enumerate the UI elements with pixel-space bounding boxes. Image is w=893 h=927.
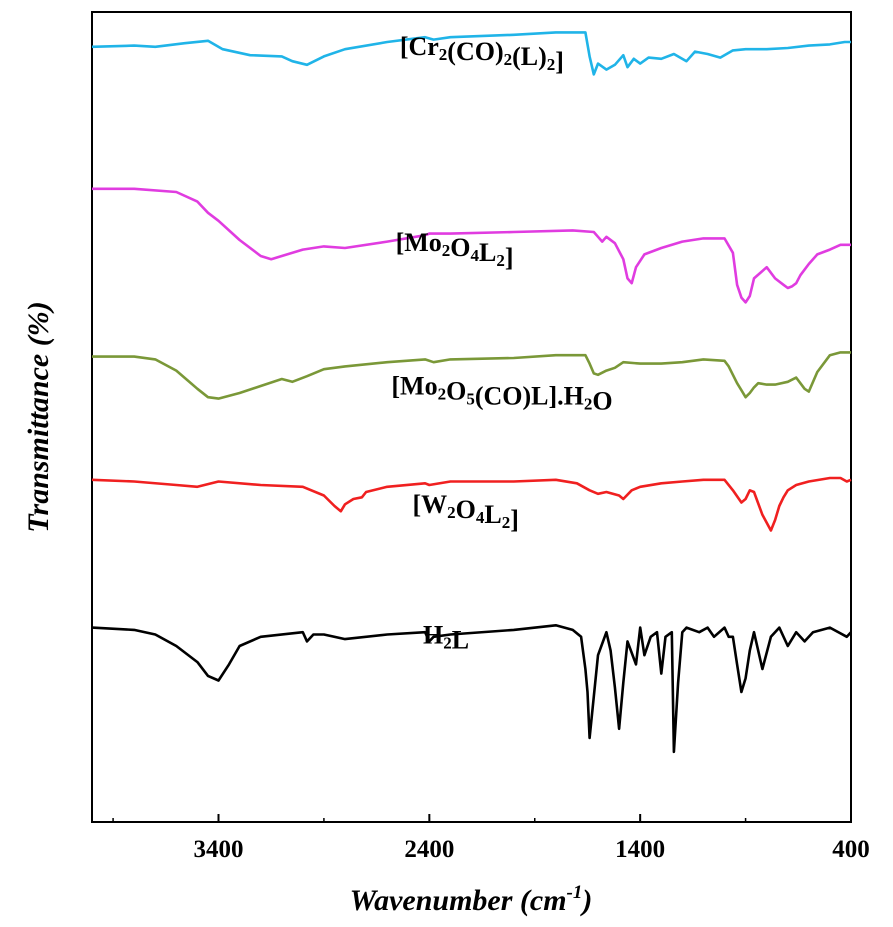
x-axis-ticks: 3400 2400 1400 400 — [112, 814, 870, 863]
series-layer — [91, 31, 852, 754]
series-label: [Mo2O4L2] — [396, 228, 514, 272]
series-line — [91, 31, 851, 76]
series-labels: [Cr2(CO)2(L)2] [Mo2O4L2] [Mo2O5(CO)L].H2O [… — [391, 32, 612, 655]
series-label: [W2O4L2] — [412, 490, 518, 534]
series-line — [91, 476, 852, 532]
series-line — [92, 351, 851, 400]
series-label: H2L — [423, 621, 469, 655]
plot-frame — [91, 11, 852, 823]
series-label: [Mo2O5(CO)L].H2O — [391, 371, 612, 415]
x-axis-title: Wavenumber (cm-1) — [350, 882, 593, 917]
series-line — [91, 624, 852, 754]
x-tick-label: 1400 — [615, 836, 665, 863]
series-line — [92, 187, 851, 304]
x-tick-label: 2400 — [404, 836, 454, 863]
y-axis-title: Transmittance (%) — [22, 301, 55, 532]
series-label: [Cr2(CO)2(L)2] — [400, 32, 564, 76]
x-tick-label: 3400 — [194, 836, 244, 863]
x-tick-label: 400 — [832, 836, 870, 863]
